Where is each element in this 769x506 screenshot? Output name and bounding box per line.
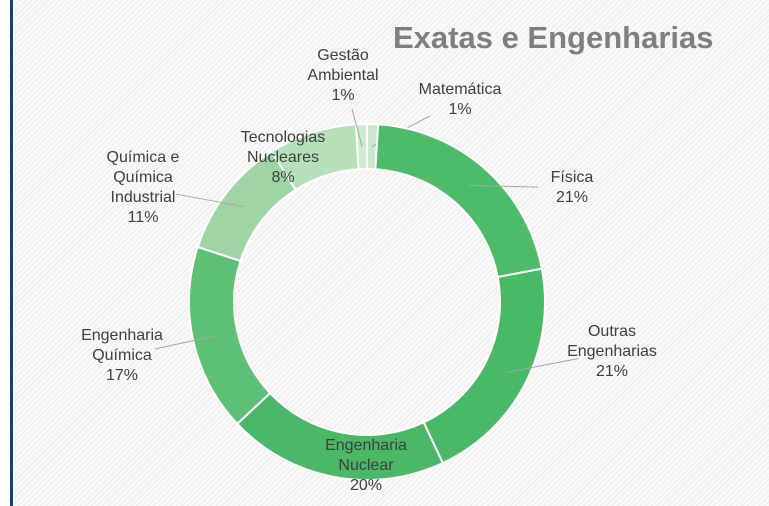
category-label: Matemática (418, 81, 502, 98)
value-label: 8% (271, 169, 295, 186)
slice (374, 123, 544, 279)
leader-line (505, 357, 579, 374)
background (14, 0, 769, 506)
data-label: Física 21% (532, 168, 612, 208)
data-label: Engenharia Nuclear 20% (316, 436, 416, 496)
leader-line (469, 184, 539, 188)
value-label: 1% (331, 87, 355, 104)
chart-title: Exatas e Engenharias (393, 20, 714, 55)
value-label: 21% (595, 363, 629, 380)
value-label: 11% (127, 209, 159, 226)
leader-line (351, 108, 363, 147)
value-label: 21% (555, 189, 589, 206)
border (10, 0, 13, 506)
data-label: Engenharia Química 17% (67, 326, 177, 386)
category-label: Gestão Ambiental (307, 47, 379, 84)
leader-line (155, 335, 216, 350)
data-label: Matemática 1% (405, 80, 515, 120)
category-label: Tecnologias Nucleares (240, 129, 326, 166)
data-label: Gestão Ambiental 1% (298, 46, 388, 106)
value-label: 17% (105, 367, 139, 384)
category-label: Engenharia Química (81, 327, 163, 364)
slice (188, 245, 272, 426)
category-label: Química e Química Industrial (106, 149, 180, 206)
value-label: 1% (448, 101, 472, 118)
data-label: Outras Engenharias 21% (552, 322, 672, 382)
category-label: Física (550, 169, 594, 186)
data-label: Tecnologias Nucleares 8% (228, 128, 338, 188)
value-label: 20% (349, 477, 383, 494)
category-label: Outras Engenharias (567, 323, 657, 360)
leader-line (176, 193, 245, 208)
category-label: Engenharia Nuclear (325, 437, 407, 474)
slice (422, 267, 546, 465)
data-label: Química e Química Industrial 11% (98, 148, 188, 228)
